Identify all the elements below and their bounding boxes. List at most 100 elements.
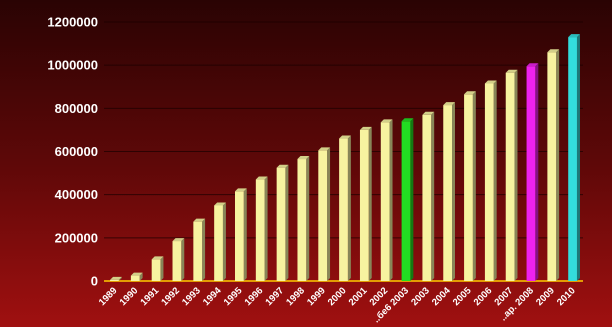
bar-front (172, 241, 182, 281)
bar-top (484, 80, 497, 84)
bar-top (151, 256, 164, 260)
bar-top (568, 34, 580, 38)
bar-front (422, 114, 432, 281)
bar-side (327, 147, 331, 281)
bar-side (202, 218, 206, 281)
bar-top (193, 218, 206, 222)
bar-side (535, 63, 539, 281)
bar-top (505, 69, 518, 73)
bar-front (234, 191, 244, 281)
bar-top (255, 176, 268, 180)
bar-front (547, 52, 557, 281)
bar-front (276, 167, 286, 281)
bar (505, 69, 518, 282)
bar-top (359, 126, 372, 130)
bar-side (514, 69, 518, 282)
bar (151, 256, 164, 281)
bar-top (464, 91, 476, 95)
bar-front (505, 72, 515, 282)
bar-front (443, 105, 453, 282)
y-tick-label: 0 (91, 274, 98, 289)
bar-side (472, 91, 476, 281)
bar (110, 276, 122, 281)
y-tick-label: 400000 (55, 187, 98, 202)
bar-top (130, 272, 143, 276)
bar-front (193, 221, 203, 281)
bar-front (151, 259, 161, 281)
bar-side (493, 80, 497, 281)
bar-side (243, 188, 247, 281)
bar-side (368, 126, 372, 282)
bar-top (422, 111, 435, 115)
bar (339, 135, 351, 281)
bar (464, 91, 476, 281)
bar (568, 34, 580, 281)
bar-top (526, 63, 539, 67)
bar-side (160, 256, 164, 281)
bar-front (484, 83, 494, 281)
bar-front (214, 205, 223, 281)
bar-front (110, 279, 119, 281)
bar-side (222, 202, 226, 281)
bar-front (339, 138, 348, 281)
bar-side (264, 176, 268, 281)
bar (214, 202, 226, 281)
bar (401, 118, 414, 282)
bar (130, 272, 143, 281)
bar (547, 49, 560, 281)
bar-side (181, 238, 185, 281)
bar (276, 164, 289, 281)
bar-side (139, 272, 143, 281)
bar-top (318, 147, 331, 151)
bar-side (389, 119, 393, 281)
bar-front (359, 129, 369, 281)
bar (318, 147, 331, 281)
bar-side (347, 135, 351, 281)
bar-front (464, 94, 473, 281)
bar-side (576, 34, 580, 281)
bar-top (547, 49, 560, 53)
bar (359, 126, 372, 282)
bar-top (110, 276, 122, 280)
bar (193, 218, 206, 281)
bar-top (276, 164, 289, 168)
bar-side (452, 102, 456, 282)
bar-top (234, 188, 247, 192)
bar-front (318, 150, 328, 281)
bar (422, 111, 435, 281)
bar-front (401, 121, 411, 282)
y-tick-label: 600000 (55, 144, 98, 159)
bar-side (306, 156, 310, 281)
bar (255, 176, 268, 281)
bar-side (285, 164, 289, 281)
bar-top (172, 238, 185, 242)
bar-side (431, 111, 435, 281)
y-tick-label: 1200000 (47, 15, 98, 30)
y-tick-label: 200000 (55, 230, 98, 245)
y-axis-ticks: 0 200000 400000 600000 800000 1000000 1200000 (47, 15, 98, 289)
bar (484, 80, 497, 281)
y-tick-label: 1000000 (47, 58, 98, 73)
bar (234, 188, 247, 281)
bar-front (380, 122, 390, 281)
bar-top (380, 119, 393, 123)
bar-top (443, 102, 456, 106)
y-tick-label: 800000 (55, 101, 98, 116)
bar-side (118, 276, 122, 281)
bar-front (130, 275, 140, 281)
bars (110, 34, 580, 282)
bar-top (214, 202, 226, 206)
bar (443, 102, 456, 282)
bar-top (401, 118, 414, 122)
bar-front (255, 179, 265, 281)
bar-front (297, 159, 307, 281)
bar (380, 119, 393, 281)
bar-top (297, 156, 310, 160)
bar (172, 238, 185, 281)
bar-front (568, 37, 577, 281)
bar (526, 63, 539, 281)
bar-front (526, 66, 536, 281)
bar-top (339, 135, 351, 139)
